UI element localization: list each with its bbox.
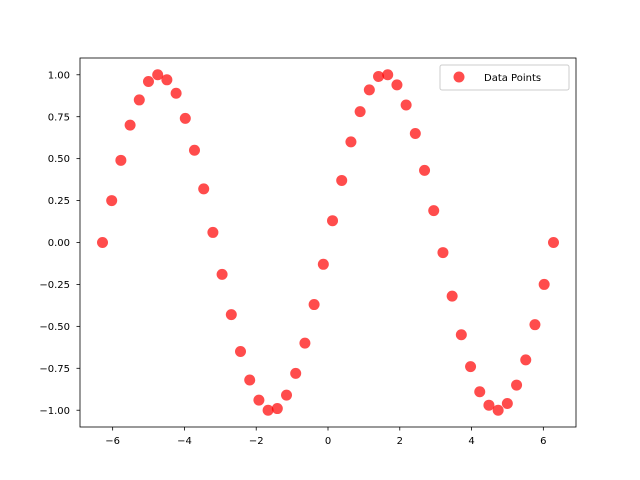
data-point — [97, 237, 109, 248]
data-point — [391, 79, 403, 91]
data-point — [133, 94, 145, 106]
x-tick-label: 4 — [468, 436, 474, 447]
x-tick-label: −4 — [177, 436, 192, 447]
data-point — [373, 70, 385, 82]
y-tick-label: 0.25 — [48, 196, 70, 207]
data-point — [511, 379, 523, 391]
data-point — [244, 374, 256, 386]
data-point — [142, 75, 154, 87]
data-point — [345, 136, 357, 148]
data-point — [299, 337, 311, 349]
data-point — [409, 127, 421, 139]
data-point — [529, 319, 541, 331]
y-tick-label: 0.00 — [48, 238, 70, 249]
data-point — [446, 290, 458, 302]
data-point — [317, 258, 329, 270]
plot-area — [80, 58, 576, 427]
data-point — [271, 403, 283, 415]
data-point — [382, 69, 394, 81]
data-point — [188, 144, 200, 156]
x-axis: −6 −4 −2 0 2 4 6 — [105, 427, 547, 447]
data-point — [179, 112, 191, 124]
data-point — [547, 237, 559, 248]
data-point — [483, 399, 495, 411]
data-point — [327, 215, 339, 227]
data-points-layer — [97, 69, 559, 416]
data-point — [492, 404, 504, 416]
data-point — [161, 74, 173, 86]
data-point — [235, 346, 247, 358]
data-point — [152, 69, 164, 81]
data-point — [520, 354, 532, 366]
data-point — [170, 87, 182, 99]
x-tick-label: 2 — [397, 436, 403, 447]
y-tick-label: −0.50 — [39, 322, 70, 333]
data-point — [363, 84, 375, 96]
y-tick-label: −0.75 — [39, 364, 70, 375]
data-point — [106, 195, 118, 207]
y-tick-label: −1.00 — [39, 406, 70, 417]
y-tick-label: 0.75 — [48, 112, 70, 123]
data-point — [538, 278, 550, 290]
y-tick-label: −0.25 — [39, 280, 70, 291]
data-point — [428, 205, 440, 217]
data-point — [290, 367, 302, 379]
y-tick-label: 0.50 — [48, 154, 70, 165]
data-point — [455, 329, 467, 341]
x-tick-label: −2 — [249, 436, 264, 447]
data-point — [216, 268, 228, 280]
data-point — [225, 309, 237, 321]
x-tick-label: 6 — [540, 436, 546, 447]
y-tick-label: 1.00 — [48, 70, 70, 81]
data-point — [115, 154, 127, 166]
x-tick-label: −6 — [105, 436, 120, 447]
legend-marker — [453, 71, 465, 83]
legend: Data Points — [439, 64, 570, 91]
data-point — [419, 164, 431, 176]
data-point — [465, 361, 477, 373]
data-point — [124, 119, 136, 131]
data-point — [354, 106, 366, 118]
legend-label: Data Points — [484, 73, 541, 84]
data-point — [262, 404, 274, 416]
legend-box — [439, 64, 570, 91]
data-point — [308, 299, 320, 311]
data-point — [253, 394, 265, 406]
data-point — [198, 183, 210, 195]
data-point — [281, 389, 293, 401]
data-point — [400, 99, 412, 111]
data-point — [336, 174, 348, 186]
y-axis: −1.00 −0.75 −0.50 −0.25 0.00 0.25 0.50 0.75 1.00 — [39, 70, 80, 417]
data-point — [437, 247, 449, 259]
data-point — [501, 398, 513, 410]
x-tick-label: 0 — [325, 436, 331, 447]
data-point — [474, 386, 486, 398]
data-point — [207, 226, 219, 238]
